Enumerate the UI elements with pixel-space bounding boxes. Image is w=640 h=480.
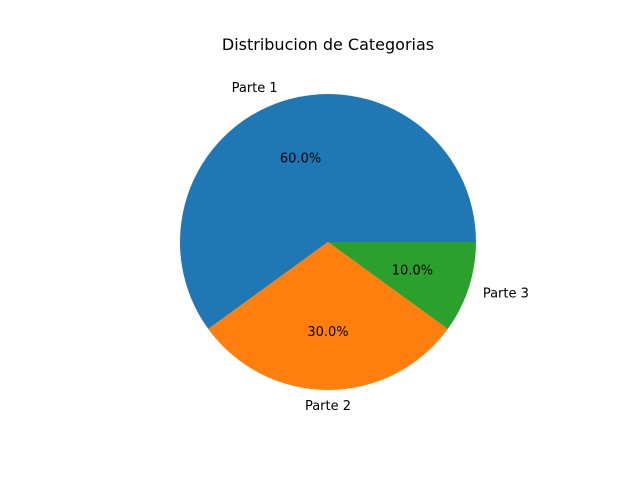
pie-slices xyxy=(180,93,476,390)
pie-slice-2 xyxy=(208,242,448,390)
pie-slice-3 xyxy=(328,242,476,329)
percent-label-3: 10.0% xyxy=(392,263,433,278)
slice-label-3: Parte 3 xyxy=(483,286,529,301)
pie-slice-1 xyxy=(180,93,476,329)
pie-labels: Parte 1 60.0% Parte 2 30.0% Parte 3 10.0% xyxy=(232,81,529,414)
chart-title: Distribucion de Categorias xyxy=(222,35,434,54)
percent-label-2: 30.0% xyxy=(307,325,348,340)
percent-label-1: 60.0% xyxy=(280,152,321,167)
slice-label-1: Parte 1 xyxy=(232,81,278,96)
slice-label-2: Parte 2 xyxy=(305,399,351,414)
